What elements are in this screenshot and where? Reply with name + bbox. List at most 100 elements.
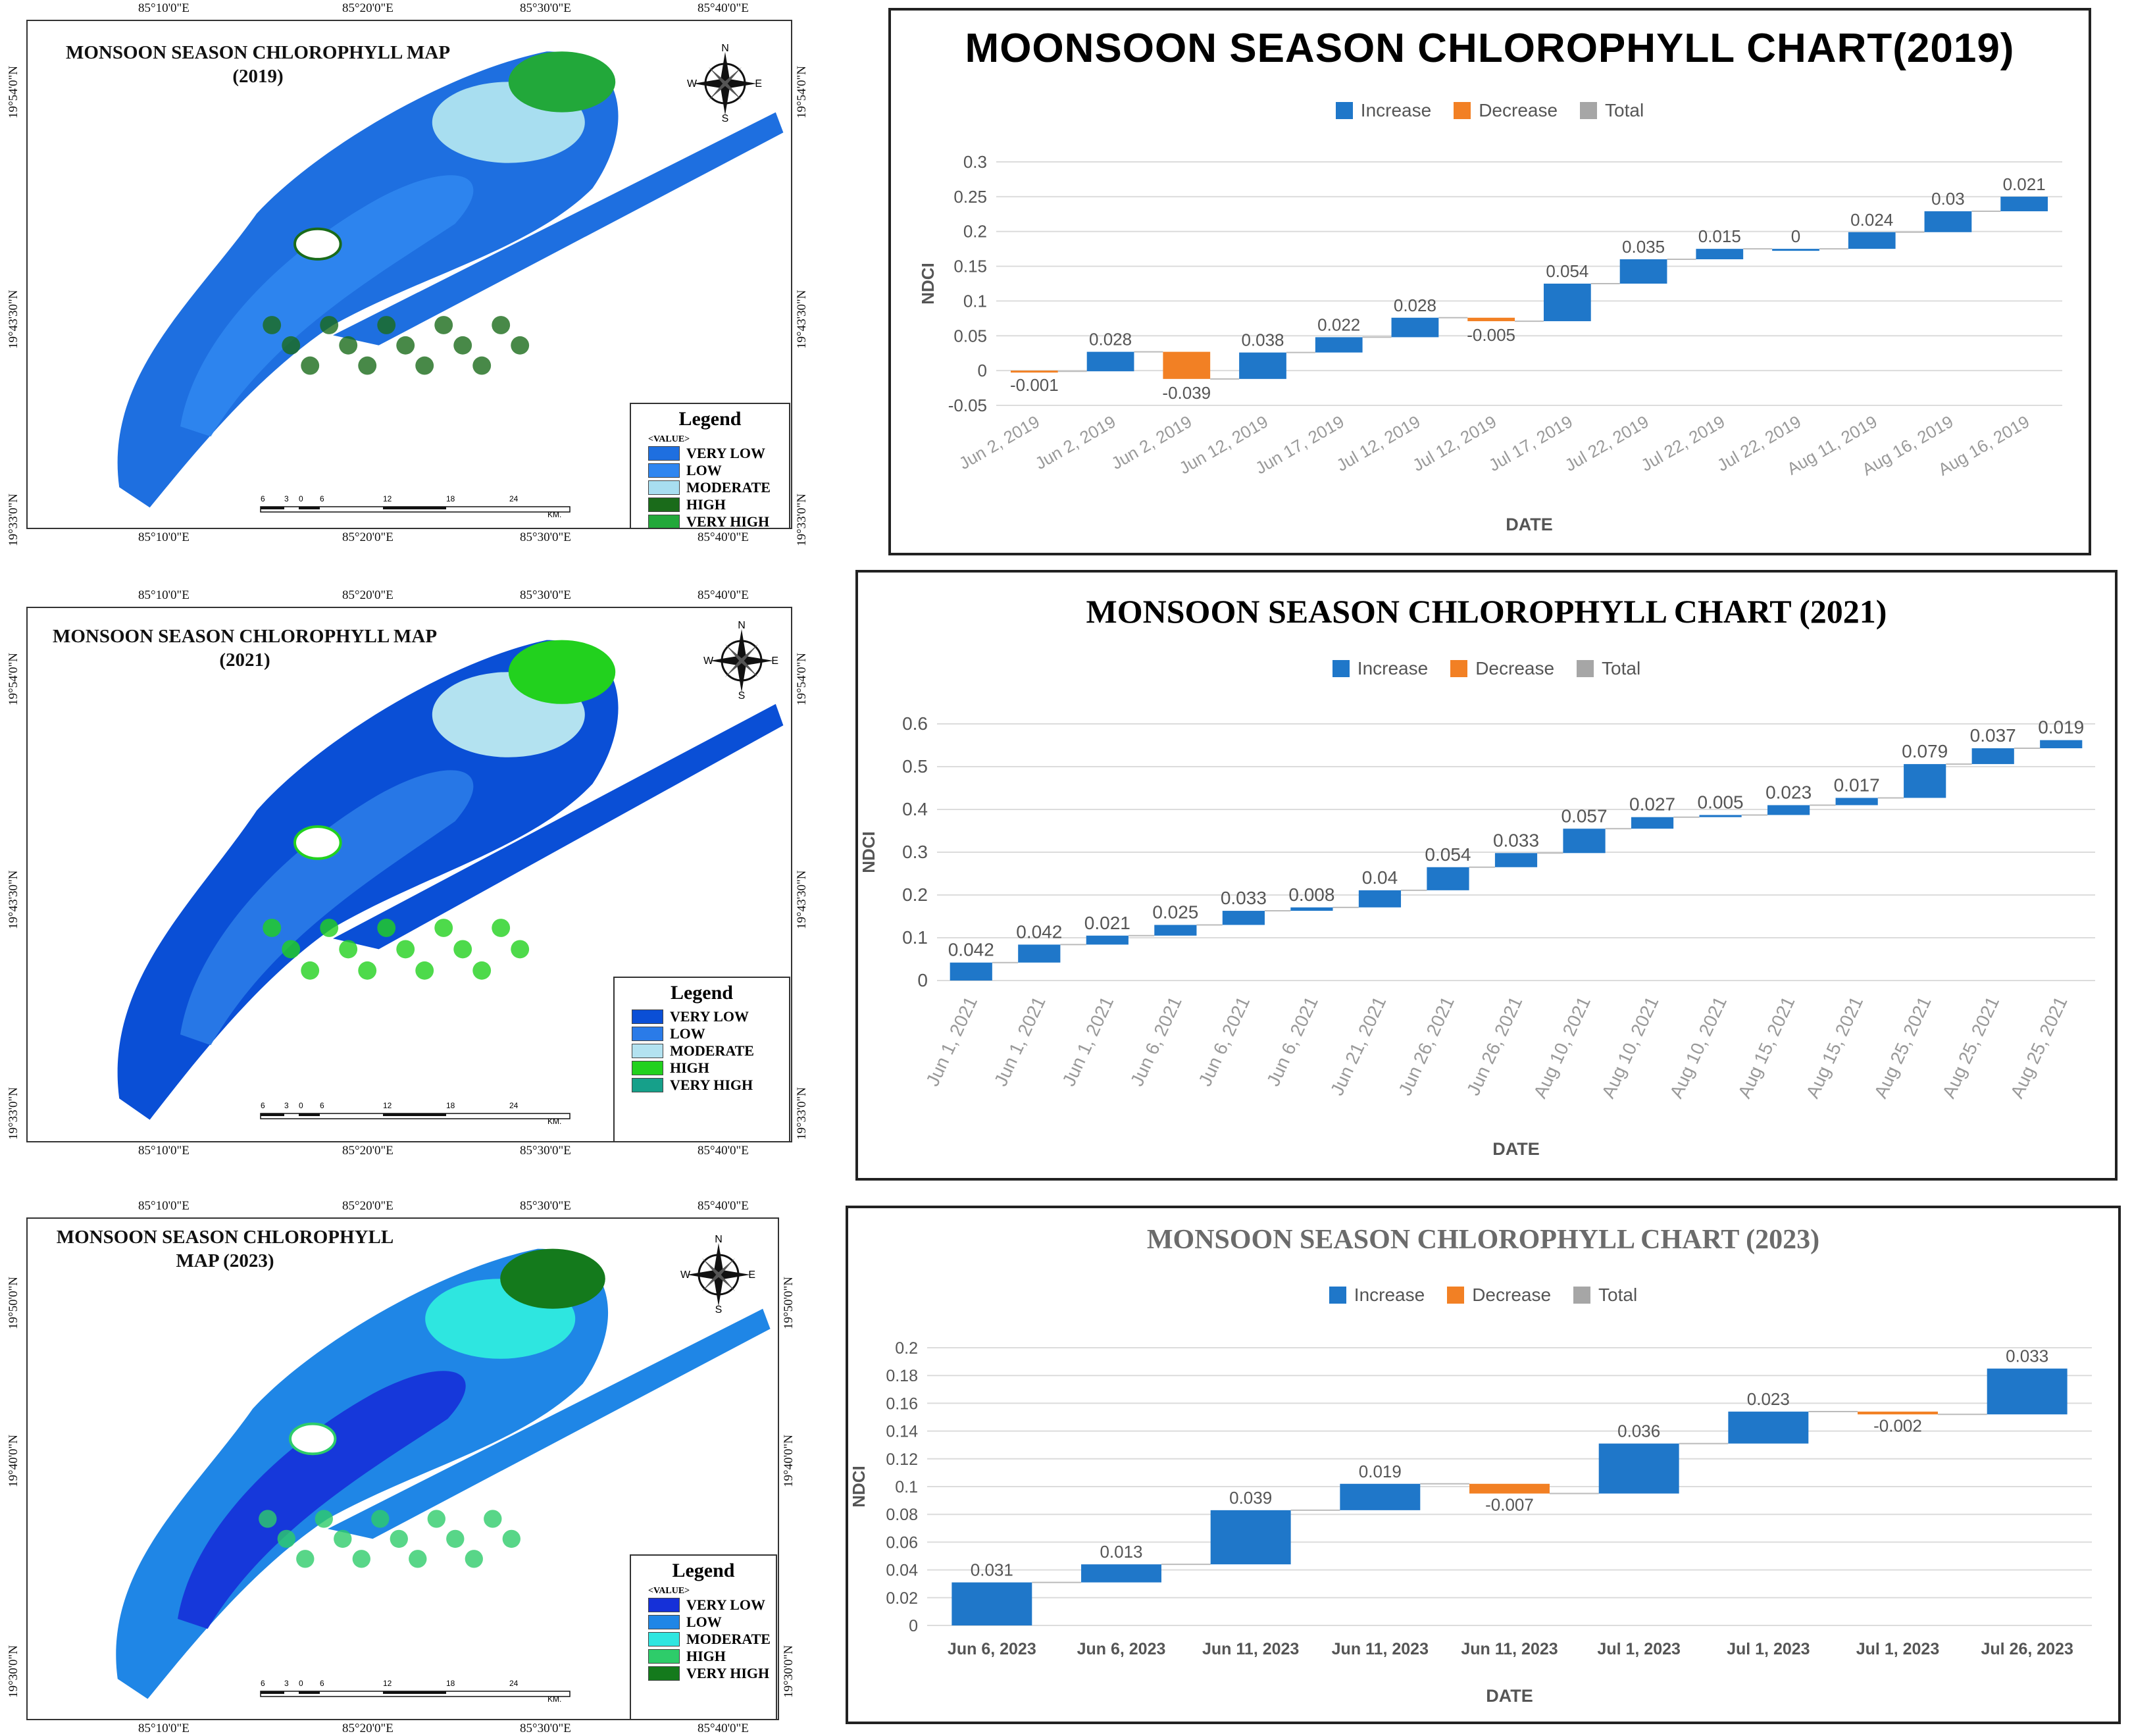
x-tick-label: Jul 22, 2019 [1561,411,1652,475]
y-tick-label: 0.6 [902,713,928,734]
data-label: 0.042 [948,940,994,960]
chlorophyll-map [116,1248,771,1699]
waterfall-bar [1767,805,1810,815]
compass-letter: W [687,78,698,89]
legend-total: Total [1577,658,1640,679]
legend-decrease: Decrease [1447,1285,1551,1306]
data-label: 0.023 [1765,782,1812,803]
scale-label: 0 [299,494,303,503]
marsh-patch [409,1550,427,1568]
total-swatch [1577,660,1594,677]
waterfall-bar [1858,1412,1938,1415]
legend-title: Legend [678,408,742,430]
waterfall-bar [1728,1412,1809,1444]
legend-swatch [648,463,680,478]
legend-swatch [648,498,680,512]
legend-total-label: Total [1605,100,1644,120]
marsh-patch [453,940,472,959]
map-frame: MONSOON SEASON CHLOROPHYLL MAP (2023) N S E W… [26,1217,779,1720]
marsh-patch [415,356,434,375]
y-tick-label: 0.3 [963,152,987,172]
legend-item: VERY LOW [632,1008,789,1025]
waterfall-bar [1904,764,1946,798]
longitude-label: 85°20'0"E [342,1199,393,1213]
scale-label: 18 [446,494,455,503]
lagoon-core [180,770,474,1046]
latitude-label: 19°54'0"N [7,66,20,118]
compass-letter: S [715,1304,723,1314]
data-label: 0.022 [1317,315,1360,334]
data-label: 0.035 [1622,237,1665,257]
scale-label: 12 [383,1101,392,1110]
y-tick-label: 0.05 [953,326,987,345]
data-label: 0.054 [1546,261,1588,281]
map-title-line1: MONSOON SEASON CHLOROPHYLL [56,1227,394,1248]
coastal-strip [328,1308,771,1539]
x-tick-label: Jul 12, 2019 [1409,411,1500,475]
marsh-patch [472,961,492,980]
waterfall-chart-2019: -0.05 0 0.05 0.1 0.15 0.2 0.25 0.3 NDCI DATE -0.00… [918,152,2062,534]
x-tick-label: Aug 25, 2021 [1870,993,1935,1101]
longitude-label: 85°40'0"E [698,1144,749,1158]
decrease-swatch [1454,102,1471,119]
legend-total-label: Total [1602,658,1641,678]
chart-panel-2023: MONSOON SEASON CHLOROPHYLL CHART (2023) … [846,1206,2121,1724]
compass-letter: E [748,1269,755,1281]
y-tick-label: 0.16 [886,1394,918,1413]
data-label: 0.03 [1931,189,1965,209]
data-label: 0.057 [1561,805,1607,826]
scale-label: 3 [284,1101,289,1110]
x-tick-label: Jun 2, 2019 [955,411,1043,473]
marsh-patch [282,336,301,355]
y-tick-label: -0.05 [948,396,987,415]
x-tick-label: Jun 26, 2021 [1463,993,1527,1098]
scale-label: 12 [383,494,392,503]
scale-unit: KM. [547,1695,561,1704]
y-tick-label: 0.4 [902,799,928,819]
y-tick-label: 0 [917,970,928,990]
x-axis-title: DATE [1506,515,1553,534]
chart-title: MONSOON SEASON CHLOROPHYLL CHART (2023) [1146,1225,1820,1255]
x-tick-label: Jun 1, 2021 [922,993,981,1089]
legend-swatch [632,1044,663,1058]
marsh-patch [427,1510,445,1528]
chart-title: MOONSOON SEASON CHLOROPHYLL CHART(2019) [965,26,2015,71]
legend-item: VERY LOW [648,1596,776,1614]
marsh-patch [358,356,377,375]
legend-item: VERY LOW [648,445,789,462]
map-legend: Legend <VALUE> VERY LOW LOW MODERATE HIGH VERY… [630,1554,777,1719]
y-axis-title: NDCI [849,1466,869,1508]
marsh-patch [263,919,282,937]
waterfall-bar [1924,211,1972,232]
y-tick-label: 0.18 [886,1367,918,1385]
marsh-patch [511,940,530,959]
x-tick-label: Jul 26, 2023 [1981,1640,2073,1658]
legend-item: VERY HIGH [648,513,789,528]
legend-item: LOW [648,462,789,479]
marsh-patch [334,1529,352,1548]
longitude-label: 85°30'0"E [520,1144,571,1158]
scale-label: 0 [299,1101,303,1110]
legend-swatch [648,480,680,495]
data-label: 0.021 [1084,913,1130,933]
x-axis-title: DATE [1486,1686,1533,1706]
marsh-patch [446,1529,465,1548]
x-tick-label: Jun 6, 2023 [948,1640,1036,1658]
marsh-patch [465,1550,483,1568]
chart-panel-2021: MONSOON SEASON CHLOROPHYLL CHART (2021) … [855,570,2118,1181]
compass-letter: E [771,655,778,667]
scale-label: 18 [446,1679,455,1688]
waterfall-bar [1696,249,1744,259]
waterfall-bar [1543,284,1591,322]
data-label: 0.04 [1362,867,1398,888]
scale-label: 6 [261,494,265,503]
legend-item-label: VERY HIGH [686,1665,770,1681]
data-label: 0.036 [1617,1421,1660,1441]
x-tick-label: Jun 6, 2021 [1263,993,1322,1089]
marsh-patch [434,316,453,334]
longitude-label: 85°40'0"E [698,1,749,15]
scale-bar: 6 3 0 6 12 18 24 KM. [260,494,571,519]
x-tick-label: Aug 10, 2021 [1666,993,1731,1101]
waterfall-bar [1987,1368,2068,1415]
total-swatch [1573,1287,1591,1304]
